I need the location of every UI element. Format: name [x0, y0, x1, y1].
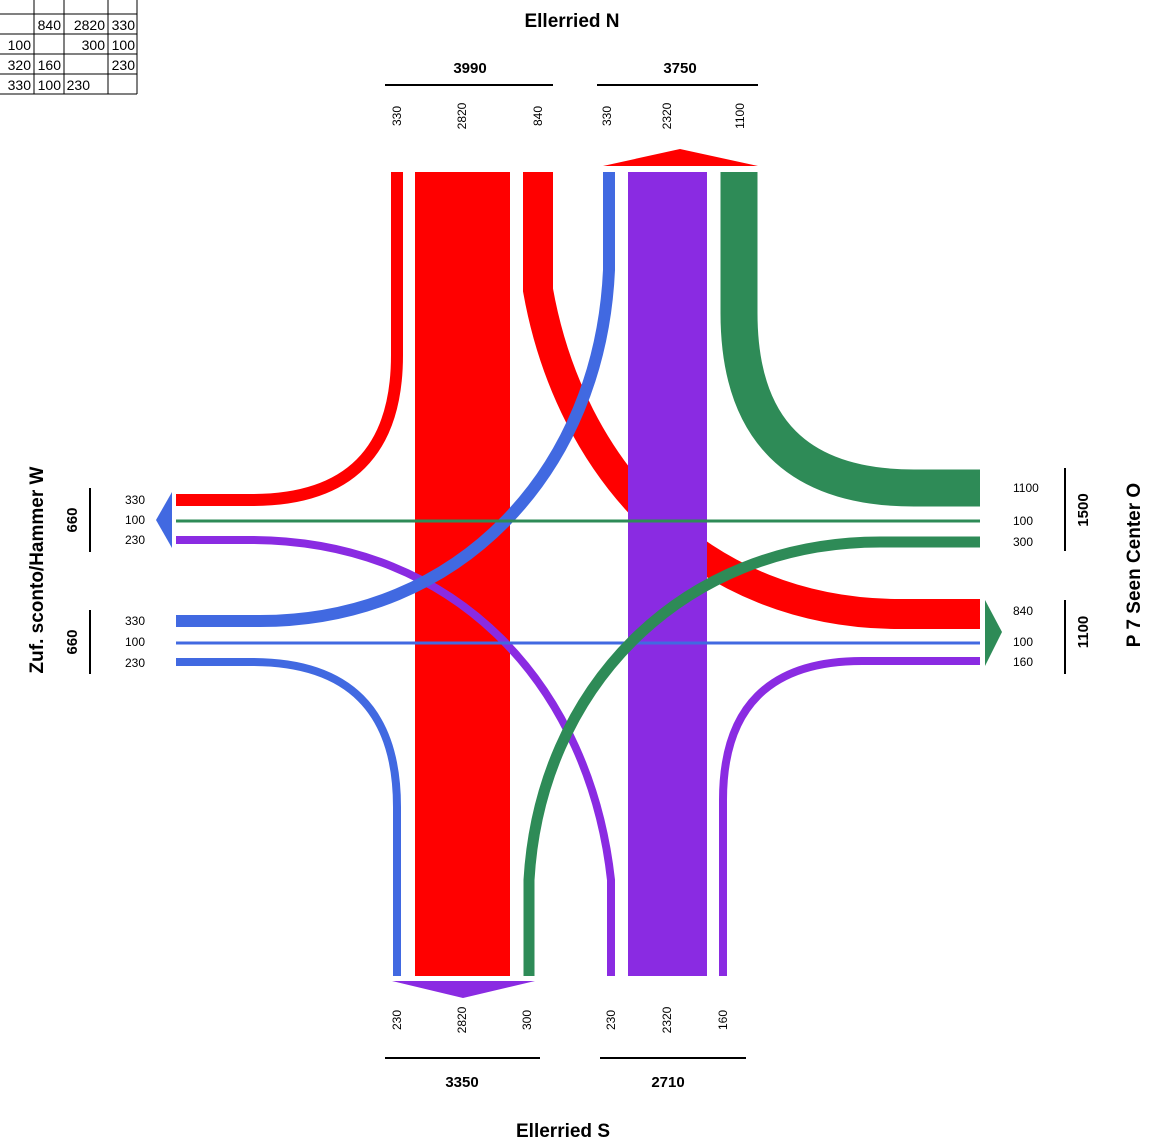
north-out-total: 3750 — [663, 60, 696, 77]
matrix-cell: 160 — [38, 57, 62, 73]
flow-south-to-west — [176, 536, 615, 976]
west-out-volume: 230 — [125, 533, 145, 547]
matrix-cell: 300 — [82, 37, 106, 53]
north-out-volume: 2320 — [660, 102, 674, 129]
north-in-volume: 840 — [531, 106, 545, 126]
flow-south-to-east — [719, 657, 980, 976]
volume-matrix: 840 2820 330 100 300 100 320 160 230 330… — [0, 0, 138, 95]
north-out-volume: 1100 — [733, 103, 747, 129]
flow-bands — [176, 172, 980, 976]
north-out-volume: 330 — [600, 106, 614, 126]
matrix-cell: 230 — [112, 57, 136, 73]
matrix-cell: 100 — [112, 37, 136, 53]
south-out-volume: 230 — [390, 1010, 404, 1030]
south-in-volume: 230 — [604, 1010, 618, 1030]
arrow-west-out — [156, 492, 172, 548]
flow-west-to-south — [176, 658, 401, 976]
west-arm-title: Zuf. sconto/Hammer W — [27, 466, 48, 673]
west-out-volume: 330 — [125, 493, 145, 507]
arrow-south-out — [392, 981, 535, 998]
south-in-total: 2710 — [651, 1074, 684, 1091]
east-out-volume: 160 — [1013, 655, 1033, 669]
east-out-volume: 100 — [1013, 635, 1033, 649]
east-out-volume: 840 — [1013, 604, 1033, 618]
north-in-total: 3990 — [453, 60, 486, 77]
east-in-total: 1500 — [1075, 493, 1092, 526]
south-out-total: 3350 — [445, 1074, 478, 1091]
matrix-cell: 840 — [38, 17, 62, 33]
north-in-volume: 2820 — [455, 102, 469, 129]
east-in-volume: 100 — [1013, 514, 1033, 528]
flow-east-to-north — [720, 172, 980, 507]
south-arm-title: Ellerried S — [516, 1121, 610, 1142]
flow-south-to-north — [628, 172, 707, 976]
arrow-east-out — [985, 600, 1002, 666]
west-out-total: 660 — [64, 507, 81, 532]
matrix-cell: 330 — [8, 77, 32, 93]
west-in-volume: 100 — [125, 635, 145, 649]
north-in-volume: 330 — [390, 106, 404, 126]
south-in-volume: 160 — [716, 1010, 730, 1030]
south-out-volume: 2820 — [455, 1006, 469, 1033]
south-in-volume: 2320 — [660, 1006, 674, 1033]
east-in-volume: 300 — [1013, 535, 1033, 549]
matrix-cell: 2820 — [74, 17, 105, 33]
matrix-cell: 100 — [8, 37, 32, 53]
west-out-volume: 100 — [125, 513, 145, 527]
matrix-cell: 330 — [112, 17, 136, 33]
flow-east-to-south — [523, 536, 980, 976]
west-in-volume: 230 — [125, 656, 145, 670]
east-out-total: 1100 — [1075, 616, 1092, 649]
matrix-cell: 230 — [67, 77, 91, 93]
flow-north-to-west — [176, 172, 403, 506]
arrow-north-out — [603, 149, 758, 166]
west-in-total: 660 — [64, 629, 81, 654]
east-in-volume: 1100 — [1013, 481, 1039, 495]
east-arm-title: P 7 Seen Center O — [1124, 483, 1145, 647]
matrix-cell: 100 — [38, 77, 62, 93]
matrix-cell: 320 — [8, 57, 32, 73]
south-out-volume: 300 — [520, 1010, 534, 1030]
north-arm-title: Ellerried N — [524, 11, 619, 32]
west-in-volume: 330 — [125, 614, 145, 628]
